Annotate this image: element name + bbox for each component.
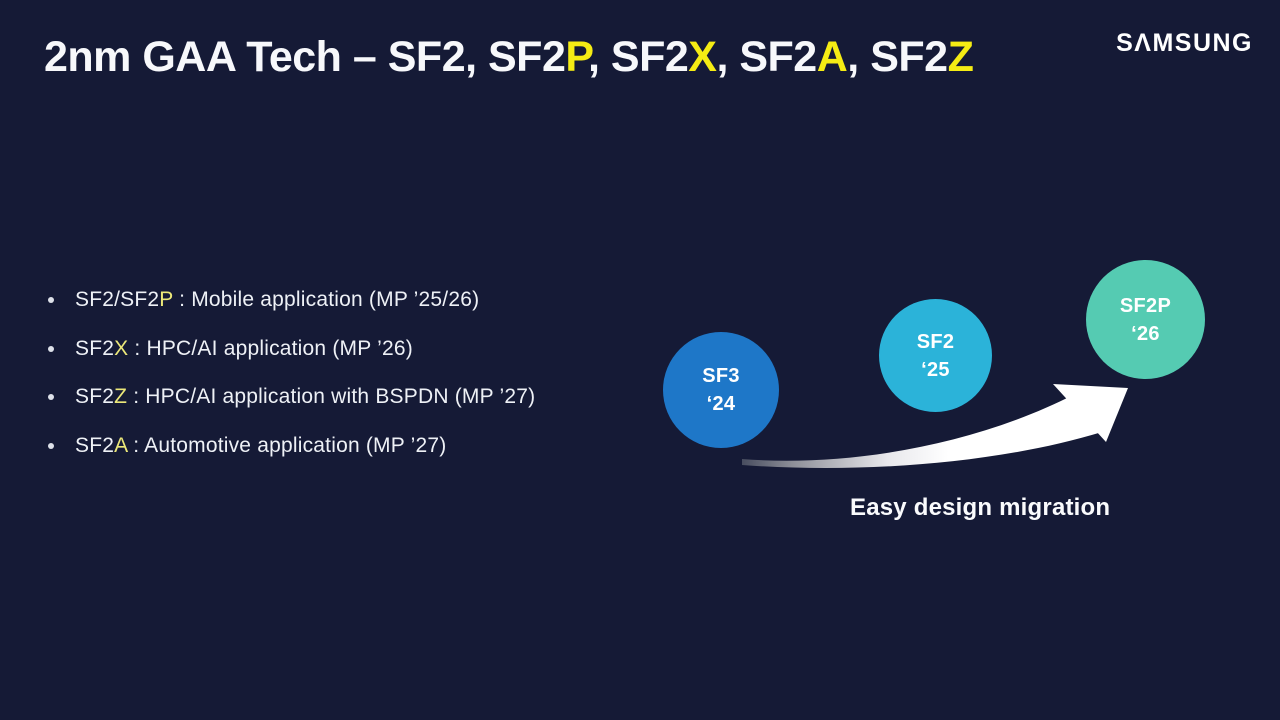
title-text-part: , SF2 bbox=[716, 33, 817, 81]
list-item-sf2z: SF2Z : HPC/AI application with BSPDN (MP… bbox=[48, 373, 535, 422]
node-sf2p-circle: SF2P ‘26 bbox=[1086, 260, 1205, 379]
bullet-dot-icon bbox=[48, 345, 54, 352]
title-text-part: , SF2 bbox=[847, 33, 948, 81]
list-item-text: SF2X : HPC/AI application (MP ’26) bbox=[75, 336, 413, 360]
page-title: 2nm GAA Tech – SF2, SF2P, SF2X, SF2A, SF… bbox=[44, 33, 974, 82]
title-text-part: , SF2 bbox=[588, 33, 689, 81]
list-item-sf2x: SF2X : HPC/AI application (MP ’26) bbox=[48, 325, 535, 374]
bullet-dot-icon bbox=[48, 297, 54, 304]
list-item-sf2a: SF2A : Automotive application (MP ’27) bbox=[48, 422, 535, 471]
feature-list: SF2/SF2P : Mobile application (MP ’25/26… bbox=[48, 276, 535, 470]
samsung-logo: SΛMSUNG bbox=[1116, 29, 1253, 57]
bullet-dot-icon bbox=[48, 442, 54, 449]
title-accent-part: A bbox=[816, 33, 848, 81]
node-label: SF2 ‘25 bbox=[916, 330, 955, 381]
list-item-text: SF2/SF2P : Mobile application (MP ’25/26… bbox=[75, 288, 480, 312]
list-item-sf2-sf2p: SF2/SF2P : Mobile application (MP ’25/26… bbox=[48, 276, 535, 325]
node-sf3-circle: SF3 ‘24 bbox=[663, 332, 779, 448]
migration-arrow-icon bbox=[742, 384, 1128, 469]
migration-caption: Easy design migration bbox=[850, 494, 1111, 521]
accent-letter: A bbox=[114, 433, 128, 457]
list-item-text: SF2Z : HPC/AI application with BSPDN (MP… bbox=[75, 385, 536, 409]
node-label: SF3 ‘24 bbox=[702, 365, 740, 415]
title-accent-part: Z bbox=[947, 33, 974, 81]
accent-letter: P bbox=[159, 288, 174, 312]
node-sf2-circle: SF2 ‘25 bbox=[879, 299, 992, 412]
title-accent-part: X bbox=[688, 33, 717, 81]
accent-letter: Z bbox=[114, 385, 128, 409]
title-text-part: 2nm GAA Tech – SF2, SF2 bbox=[44, 33, 566, 81]
list-item-text: SF2A : Automotive application (MP ’27) bbox=[75, 433, 447, 457]
bullet-dot-icon bbox=[48, 394, 54, 401]
node-label: SF2P ‘26 bbox=[1119, 294, 1172, 345]
title-accent-part: P bbox=[565, 33, 589, 81]
accent-letter: X bbox=[114, 336, 129, 360]
